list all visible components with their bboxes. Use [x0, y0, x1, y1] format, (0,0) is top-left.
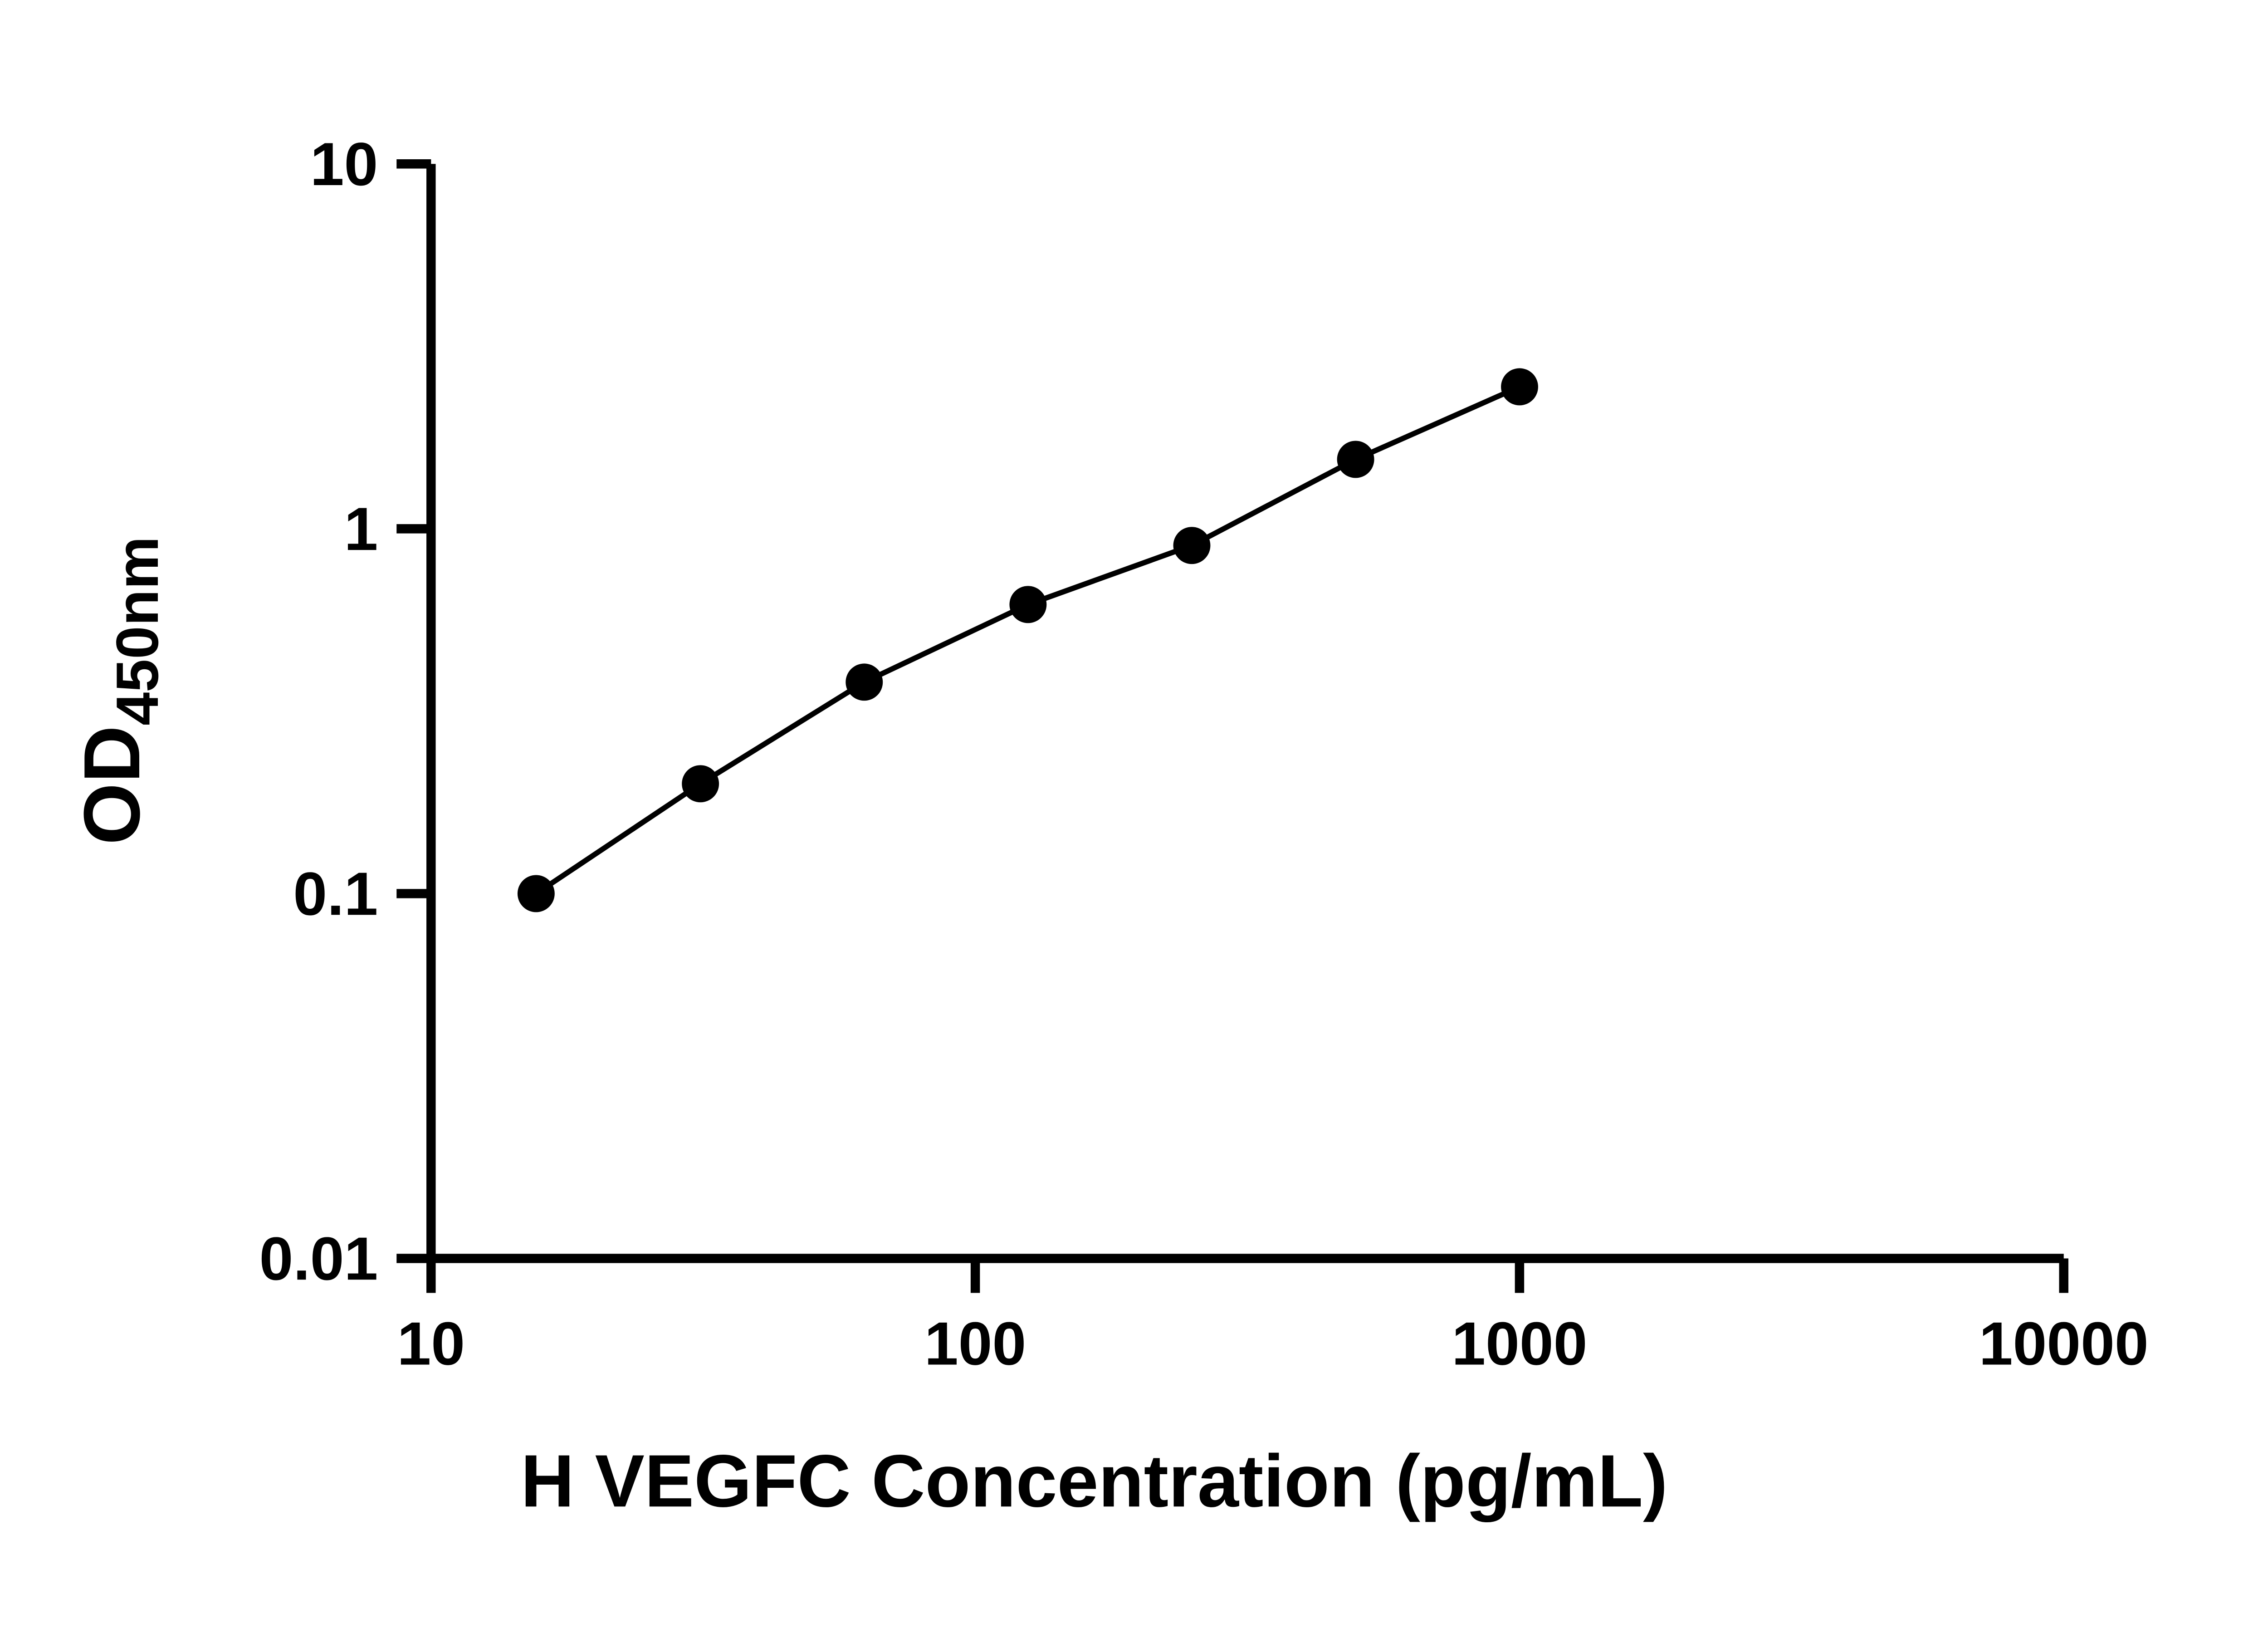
plot-area: 10 100 1000 10000 0.01 0.1 1 10 — [259, 130, 2149, 1378]
data-point — [846, 663, 883, 701]
chart-background — [0, 20, 2268, 1608]
data-point — [1501, 368, 1538, 406]
data-point — [1173, 527, 1211, 564]
y-axis-title: OD450nm — [68, 536, 171, 845]
y-axis-title-main: OD — [68, 726, 156, 845]
x-axis-title: H VEGFC Concentration (pg/mL) — [521, 1439, 1668, 1522]
x-tick-label: 100 — [924, 1309, 1026, 1378]
data-point — [682, 765, 719, 803]
y-tick-label: 1 — [344, 495, 378, 563]
data-point — [517, 875, 555, 912]
data-point — [1337, 441, 1374, 478]
x-tick-label: 10 — [397, 1309, 465, 1378]
y-tick-label: 0.1 — [293, 859, 378, 928]
x-tick-label: 10000 — [1979, 1309, 2149, 1378]
x-tick-label: 1000 — [1452, 1309, 1587, 1378]
y-axis-title-subscript: 450nm — [104, 536, 171, 726]
y-tick-label: 0.01 — [259, 1224, 378, 1293]
data-point — [1009, 586, 1047, 623]
y-tick-label: 10 — [310, 130, 378, 198]
